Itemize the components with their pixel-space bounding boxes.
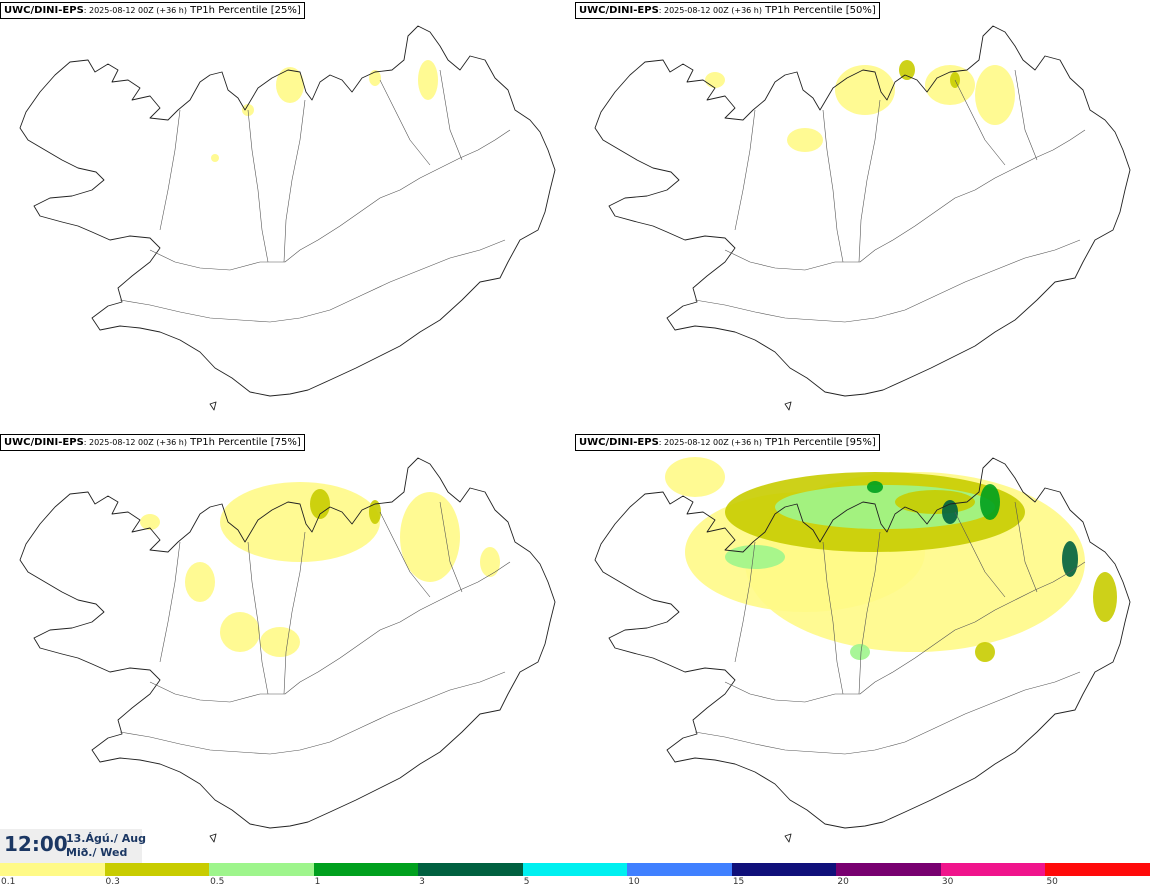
model-name: UWC/DINI-EPS	[579, 5, 659, 16]
map-panel-p95: UWC/DINI-EPS: 2025-08-12 00Z (+36 h) TP1…	[575, 432, 1150, 864]
model-name: UWC/DINI-EPS	[579, 437, 659, 448]
legend-label: 10	[628, 877, 640, 887]
valid-time: 12:00	[4, 832, 68, 856]
field-name: TP1h Percentile [75%]	[190, 437, 301, 448]
panel-title: UWC/DINI-EPS: 2025-08-12 00Z (+36 h) TP1…	[575, 2, 880, 19]
model-name: UWC/DINI-EPS	[4, 5, 84, 16]
color-legend	[0, 863, 1150, 876]
precip-areas	[140, 482, 500, 657]
precip-area	[480, 547, 500, 577]
precip-area	[369, 70, 381, 86]
iceland-map-p95	[594, 457, 1131, 843]
legend-swatch	[313, 863, 419, 876]
legend-label: 15	[732, 877, 745, 887]
legend-swatch	[627, 863, 732, 876]
legend-label: 20	[837, 877, 849, 887]
precip-area	[835, 65, 895, 115]
precip-area	[400, 492, 460, 582]
map-panel-p50: UWC/DINI-EPS: 2025-08-12 00Z (+36 h) TP1…	[575, 0, 1150, 432]
valid-day: Mið./ Wed	[66, 846, 128, 859]
legend-label: 30	[941, 877, 954, 887]
precip-area	[276, 67, 304, 103]
legend-label: 0.1	[1, 877, 16, 887]
legend-swatch	[104, 863, 210, 876]
precip-area	[220, 482, 380, 562]
iceland-map-p25	[19, 25, 556, 411]
precip-area	[850, 644, 870, 660]
panel-title: UWC/DINI-EPS: 2025-08-12 00Z (+36 h) TP1…	[575, 434, 880, 451]
legend-label: 0.3	[105, 877, 120, 887]
legend-labels: 0.1 0.3 0.5 1 3 5 10 15 20 30 50	[0, 877, 1150, 891]
legend-label: 1	[314, 877, 321, 887]
precip-area	[975, 65, 1015, 125]
legend-swatch	[0, 863, 105, 876]
run-time: : 2025-08-12 00Z (+36 h)	[658, 6, 762, 15]
precip-area	[185, 562, 215, 602]
legend-swatch	[1045, 863, 1150, 876]
panel-title: UWC/DINI-EPS: 2025-08-12 00Z (+36 h) TP1…	[0, 2, 305, 19]
precip-area	[867, 481, 883, 493]
valid-date: 13.Ágú./ Aug	[66, 832, 146, 845]
map-panel-p75: UWC/DINI-EPS: 2025-08-12 00Z (+36 h) TP1…	[0, 432, 575, 864]
run-time: : 2025-08-12 00Z (+36 h)	[83, 438, 187, 447]
precip-area	[369, 500, 381, 524]
legend-swatch	[209, 863, 314, 876]
map-panel-p25: UWC/DINI-EPS: 2025-08-12 00Z (+36 h) TP1…	[0, 0, 575, 432]
field-name: TP1h Percentile [95%]	[765, 437, 876, 448]
legend-swatch	[731, 863, 837, 876]
precip-area	[725, 545, 785, 569]
field-name: TP1h Percentile [25%]	[190, 5, 301, 16]
precip-areas	[665, 457, 1117, 662]
legend-swatch	[836, 863, 941, 876]
precip-area	[418, 60, 438, 100]
legend-swatch	[418, 863, 523, 876]
precip-area	[260, 627, 300, 657]
precip-area	[310, 489, 330, 519]
legend-swatch	[940, 863, 1046, 876]
legend-swatch	[522, 863, 628, 876]
field-name: TP1h Percentile [50%]	[765, 5, 876, 16]
precip-areas	[211, 60, 438, 162]
precip-area	[1062, 541, 1078, 577]
precip-area	[211, 154, 219, 162]
precip-area	[980, 484, 1000, 520]
panel-title: UWC/DINI-EPS: 2025-08-12 00Z (+36 h) TP1…	[0, 434, 305, 451]
legend-label: 5	[523, 877, 530, 887]
precip-area	[665, 457, 725, 497]
precip-area	[895, 490, 975, 514]
model-name: UWC/DINI-EPS	[4, 437, 84, 448]
legend-label: 0.5	[210, 877, 225, 887]
precip-area	[140, 514, 160, 530]
legend-label: 50	[1046, 877, 1058, 887]
valid-time-box: 12:00 13.Ágú./ Aug Mið./ Wed	[0, 829, 146, 863]
run-time: : 2025-08-12 00Z (+36 h)	[658, 438, 762, 447]
precip-area	[705, 72, 725, 88]
precip-area	[220, 612, 260, 652]
precip-area	[975, 642, 995, 662]
iceland-map-p75	[19, 457, 556, 843]
legend-label: 3	[419, 877, 425, 887]
run-time: : 2025-08-12 00Z (+36 h)	[83, 6, 187, 15]
iceland-map-p50	[594, 25, 1131, 411]
precip-area	[1093, 572, 1117, 622]
precip-area	[787, 128, 823, 152]
precip-area	[899, 60, 915, 80]
